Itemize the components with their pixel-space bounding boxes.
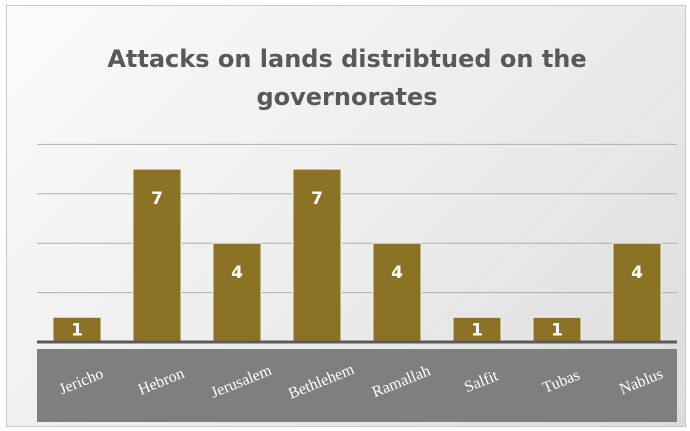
data-label-tubas: 1 bbox=[551, 321, 563, 341]
data-label-nablus: 4 bbox=[631, 263, 643, 283]
bar-jericho bbox=[52, 316, 102, 343]
chart-title-line-1: Attacks on lands distribtued on the bbox=[107, 45, 586, 73]
data-label-bethlehem: 7 bbox=[311, 189, 323, 209]
data-label-jerusalem: 4 bbox=[231, 263, 243, 283]
bar-nablus bbox=[612, 242, 662, 343]
category-label-band bbox=[37, 349, 677, 422]
data-label-salfit: 1 bbox=[471, 321, 483, 341]
data-label-ramallah: 4 bbox=[391, 263, 403, 283]
data-label-hebron: 7 bbox=[151, 189, 163, 209]
chart-frame: Attacks on lands distribtued on the gove… bbox=[6, 5, 686, 427]
bar-bethlehem bbox=[292, 168, 342, 343]
data-label-jericho: 1 bbox=[71, 321, 83, 341]
data-labels: 1 7 4 7 4 1 1 4 bbox=[71, 189, 643, 341]
chart-title-line-2: governorates bbox=[256, 83, 437, 111]
bar-tubas bbox=[532, 316, 582, 343]
bar-jerusalem bbox=[212, 242, 262, 343]
bar-ramallah bbox=[372, 242, 422, 343]
bars bbox=[52, 168, 662, 343]
bar-chart: Attacks on lands distribtued on the gove… bbox=[37, 45, 677, 422]
